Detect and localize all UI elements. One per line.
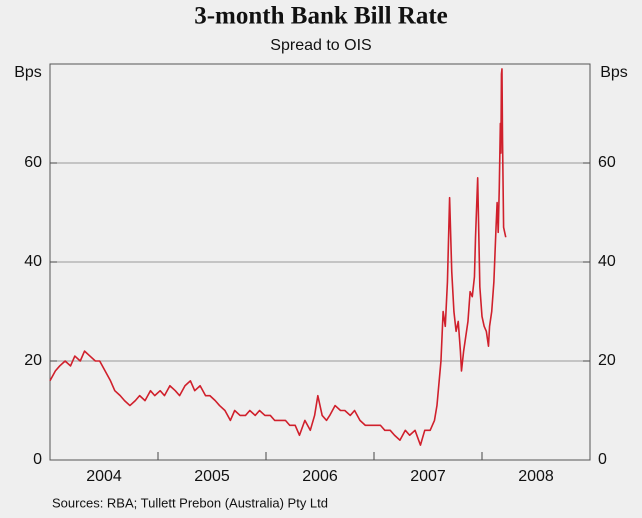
data-line <box>49 68 507 446</box>
chart-title: 3-month Bank Bill Rate <box>194 3 448 30</box>
y-tick-label: 20 <box>24 352 42 369</box>
plot-frame <box>49 63 591 461</box>
y2-axis-label: Bps <box>600 64 628 81</box>
x-tick-label: 2006 <box>302 468 338 485</box>
source-note: Sources: RBA; Tullett Prebon (Australia)… <box>52 495 328 510</box>
y2-tick-label: 20 <box>598 352 616 369</box>
y2-tick-label: 60 <box>598 154 616 171</box>
y-tick-label: 60 <box>24 154 42 171</box>
x-tick-label: 2004 <box>86 468 122 485</box>
y-tick-label: 0 <box>33 451 42 468</box>
y2-tick-label: 40 <box>598 253 616 270</box>
x-tick-label: 2007 <box>410 468 446 485</box>
x-tick-label: 2008 <box>518 468 554 485</box>
chart-subtitle: Spread to OIS <box>270 37 371 54</box>
y-axis-label: Bps <box>14 64 42 81</box>
y-tick-label: 40 <box>24 253 42 270</box>
y2-tick-label: 0 <box>598 451 607 468</box>
x-tick-label: 2005 <box>194 468 230 485</box>
